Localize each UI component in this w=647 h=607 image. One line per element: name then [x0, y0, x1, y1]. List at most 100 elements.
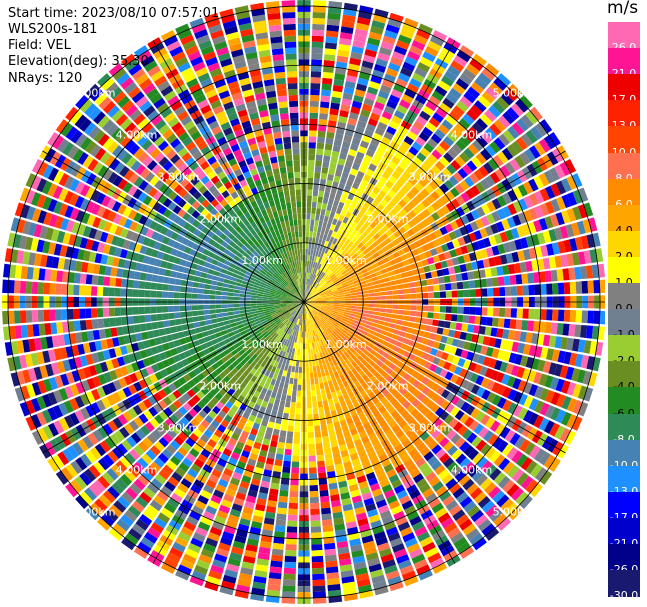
ppi-gate [369, 221, 378, 229]
ppi-gate [94, 443, 107, 457]
ppi-gate [425, 100, 438, 112]
ppi-gate [442, 495, 455, 507]
ppi-gate [354, 282, 361, 287]
ppi-gate [493, 454, 506, 467]
ppi-gate [466, 483, 479, 495]
ppi-gate [406, 190, 416, 200]
ppi-gate [85, 391, 96, 404]
ppi-gate [497, 151, 509, 164]
ppi-gate [308, 325, 311, 332]
ppi-gate [387, 405, 396, 415]
ppi-gate [344, 263, 351, 270]
ppi-gate [231, 367, 239, 375]
ppi-gate [245, 544, 258, 553]
ppi-gate [412, 171, 422, 182]
ppi-gate [150, 314, 158, 322]
ppi-gate [124, 532, 139, 546]
ppi-gate [313, 255, 318, 263]
ppi-gate [429, 263, 437, 272]
ppi-gate [255, 322, 263, 328]
ppi-gate [474, 514, 488, 527]
ppi-gate [336, 325, 343, 331]
ppi-gate [234, 332, 242, 339]
ppi-gate [454, 409, 465, 421]
ppi-gate [400, 140, 411, 151]
ppi-gate [153, 353, 162, 363]
ppi-gate [315, 296, 322, 299]
ppi-gate [221, 287, 229, 292]
ppi-gate [480, 178, 491, 190]
ppi-gate [328, 256, 335, 263]
ppi-gate [313, 290, 319, 295]
ppi-gate [451, 290, 458, 298]
ppi-gate [304, 272, 307, 279]
ppi-gate [213, 270, 221, 277]
ppi-gate [335, 67, 347, 75]
ppi-gate [402, 195, 411, 204]
ppi-gate [372, 232, 381, 241]
ppi-gate [307, 293, 313, 298]
ppi-gate [155, 425, 167, 436]
ppi-gate [315, 284, 321, 290]
ppi-gate [262, 298, 269, 301]
ppi-gate [417, 61, 431, 73]
ppi-gate [274, 299, 281, 302]
ppi-gate [322, 525, 334, 533]
ppi-gate [299, 355, 303, 362]
ppi-gate [401, 156, 412, 166]
ppi-gate [325, 321, 331, 327]
ppi-gate [329, 488, 339, 496]
ppi-gate [309, 279, 312, 286]
ppi-gate [151, 274, 159, 283]
ppi-gate [481, 389, 491, 401]
ppi-gate [375, 536, 389, 546]
ppi-gate [242, 321, 250, 327]
ppi-gate [150, 346, 159, 355]
ppi-gate [315, 347, 319, 354]
ppi-gate [386, 99, 398, 110]
ppi-gate [393, 268, 401, 275]
ppi-gate [80, 393, 90, 406]
ppi-gate [101, 384, 112, 396]
ppi-gate [400, 453, 411, 464]
ppi-gate [286, 340, 291, 347]
ppi-gate [281, 597, 296, 604]
ppi-gate [114, 430, 125, 442]
ppi-gate [324, 542, 336, 550]
ppi-gate [298, 372, 302, 379]
ppi-gate [336, 540, 349, 549]
ppi-gate [454, 437, 466, 449]
ppi-gate [334, 73, 346, 81]
ppi-gate [185, 293, 192, 299]
ppi-gate [163, 276, 170, 284]
ppi-gate [416, 373, 425, 383]
ppi-gate [329, 223, 336, 231]
ppi-gate [507, 189, 518, 202]
ppi-gate [422, 292, 429, 299]
ppi-gate [311, 237, 316, 244]
ppi-gate [355, 512, 368, 521]
ppi-gate [444, 70, 458, 82]
ppi-gate [283, 326, 289, 333]
ppi-gate [471, 156, 482, 168]
ppi-gate [395, 78, 408, 88]
ppi-gate [327, 367, 334, 375]
ppi-gate [409, 287, 417, 294]
ppi-gate [348, 447, 357, 456]
ppi-gate [279, 315, 286, 320]
ppi-gate [311, 53, 323, 60]
ppi-gate [403, 245, 411, 254]
ppi-gate [339, 304, 346, 308]
ppi-gate [523, 395, 534, 409]
ppi-gate [429, 231, 438, 241]
ppi-gate [297, 384, 302, 391]
ppi-gate [252, 581, 266, 590]
ppi-gate [330, 258, 337, 265]
ppi-gate [441, 75, 455, 87]
ppi-gate [441, 205, 451, 215]
ppi-gate [191, 385, 201, 394]
ppi-gate [358, 321, 366, 327]
ppi-gate [520, 355, 529, 367]
ppi-gate [485, 86, 499, 100]
ppi-gate [389, 198, 398, 208]
